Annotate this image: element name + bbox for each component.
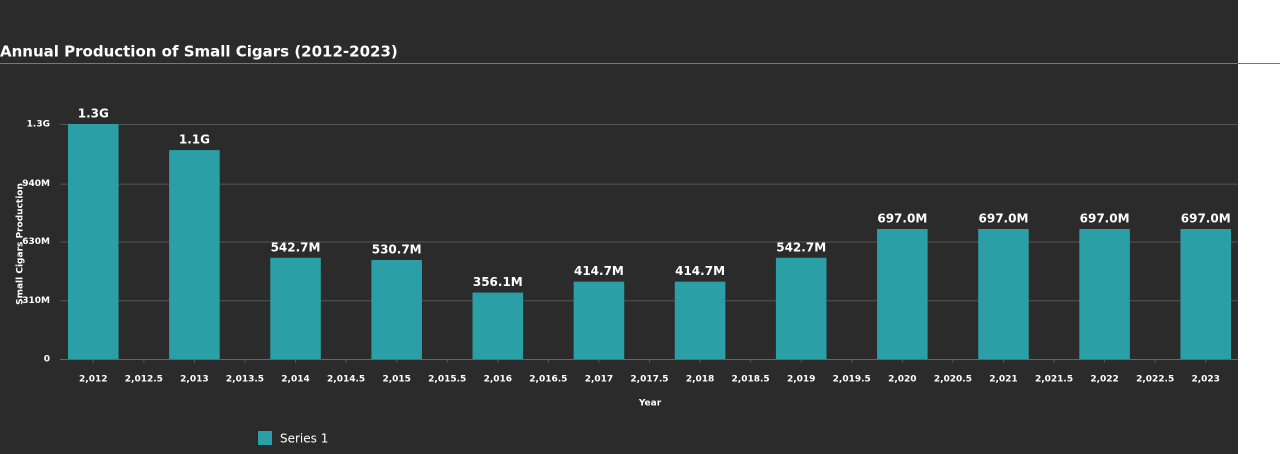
value-label: 697.0M (877, 212, 927, 226)
bar (68, 124, 119, 359)
x-tick-label: 2,018.5 (732, 375, 770, 385)
value-label: 530.7M (372, 243, 422, 257)
x-tick-label: 2,017.5 (630, 375, 668, 385)
value-label: 1.1G (179, 133, 210, 147)
x-tick-label: 2,020 (888, 375, 916, 385)
y-axis-label: Small Cigars Production (16, 183, 26, 305)
x-tick-label: 2,023 (1191, 375, 1219, 385)
y-tick-label: 310M (22, 296, 50, 306)
x-tick-label: 2,021 (989, 375, 1017, 385)
x-tick-label: 2,015 (382, 375, 410, 385)
x-tick-label: 2,021.5 (1035, 375, 1073, 385)
x-tick-label: 2,019.5 (833, 375, 871, 385)
bar (371, 260, 422, 359)
x-tick-label: 2,017 (585, 375, 613, 385)
value-label: 356.1M (473, 275, 523, 289)
x-tick-label: 2,015.5 (428, 375, 466, 385)
value-label: 697.0M (1181, 212, 1231, 226)
x-tick-label: 2,013.5 (226, 375, 264, 385)
bar (472, 292, 524, 359)
legend-label: Series 1 (280, 432, 328, 446)
x-tick-label: 2,014.5 (327, 375, 365, 385)
x-tick-label: 2,012 (79, 375, 107, 385)
x-tick-label: 2,020.5 (934, 375, 972, 385)
legend-swatch (258, 431, 272, 445)
value-label: 697.0M (979, 212, 1029, 226)
bar (877, 229, 928, 359)
y-tick-label: 0 (44, 355, 50, 365)
x-tick-label: 2,012.5 (125, 375, 163, 385)
y-tick-label: 1.3G (27, 120, 50, 130)
value-label: 414.7M (675, 264, 725, 278)
x-tick-label: 2,022 (1090, 375, 1118, 385)
value-label: 697.0M (1080, 212, 1130, 226)
x-tick-label: 2,016.5 (529, 375, 567, 385)
bar (573, 281, 625, 359)
value-label: 1.3G (78, 107, 109, 121)
x-axis-label: Year (638, 399, 662, 409)
bar (775, 257, 827, 359)
value-label: 542.7M (271, 240, 321, 254)
x-tick-label: 2,018 (686, 375, 714, 385)
bar (1180, 229, 1231, 359)
bar (978, 229, 1029, 359)
bar (674, 281, 726, 359)
x-tick-label: 2,019 (787, 375, 815, 385)
x-tick-label: 2,022.5 (1136, 375, 1174, 385)
bar (169, 150, 220, 359)
bar (1079, 229, 1130, 359)
bar (270, 257, 321, 359)
y-tick-label: 940M (22, 179, 50, 189)
x-tick-label: 2,013 (180, 375, 208, 385)
value-label: 542.7M (776, 240, 826, 254)
x-tick-label: 2,014 (281, 375, 309, 385)
x-tick-label: 2,016 (484, 375, 512, 385)
y-tick-label: 630M (22, 237, 50, 247)
chart-title: Annual Production of Small Cigars (2012-… (0, 43, 398, 61)
value-label: 414.7M (574, 264, 624, 278)
